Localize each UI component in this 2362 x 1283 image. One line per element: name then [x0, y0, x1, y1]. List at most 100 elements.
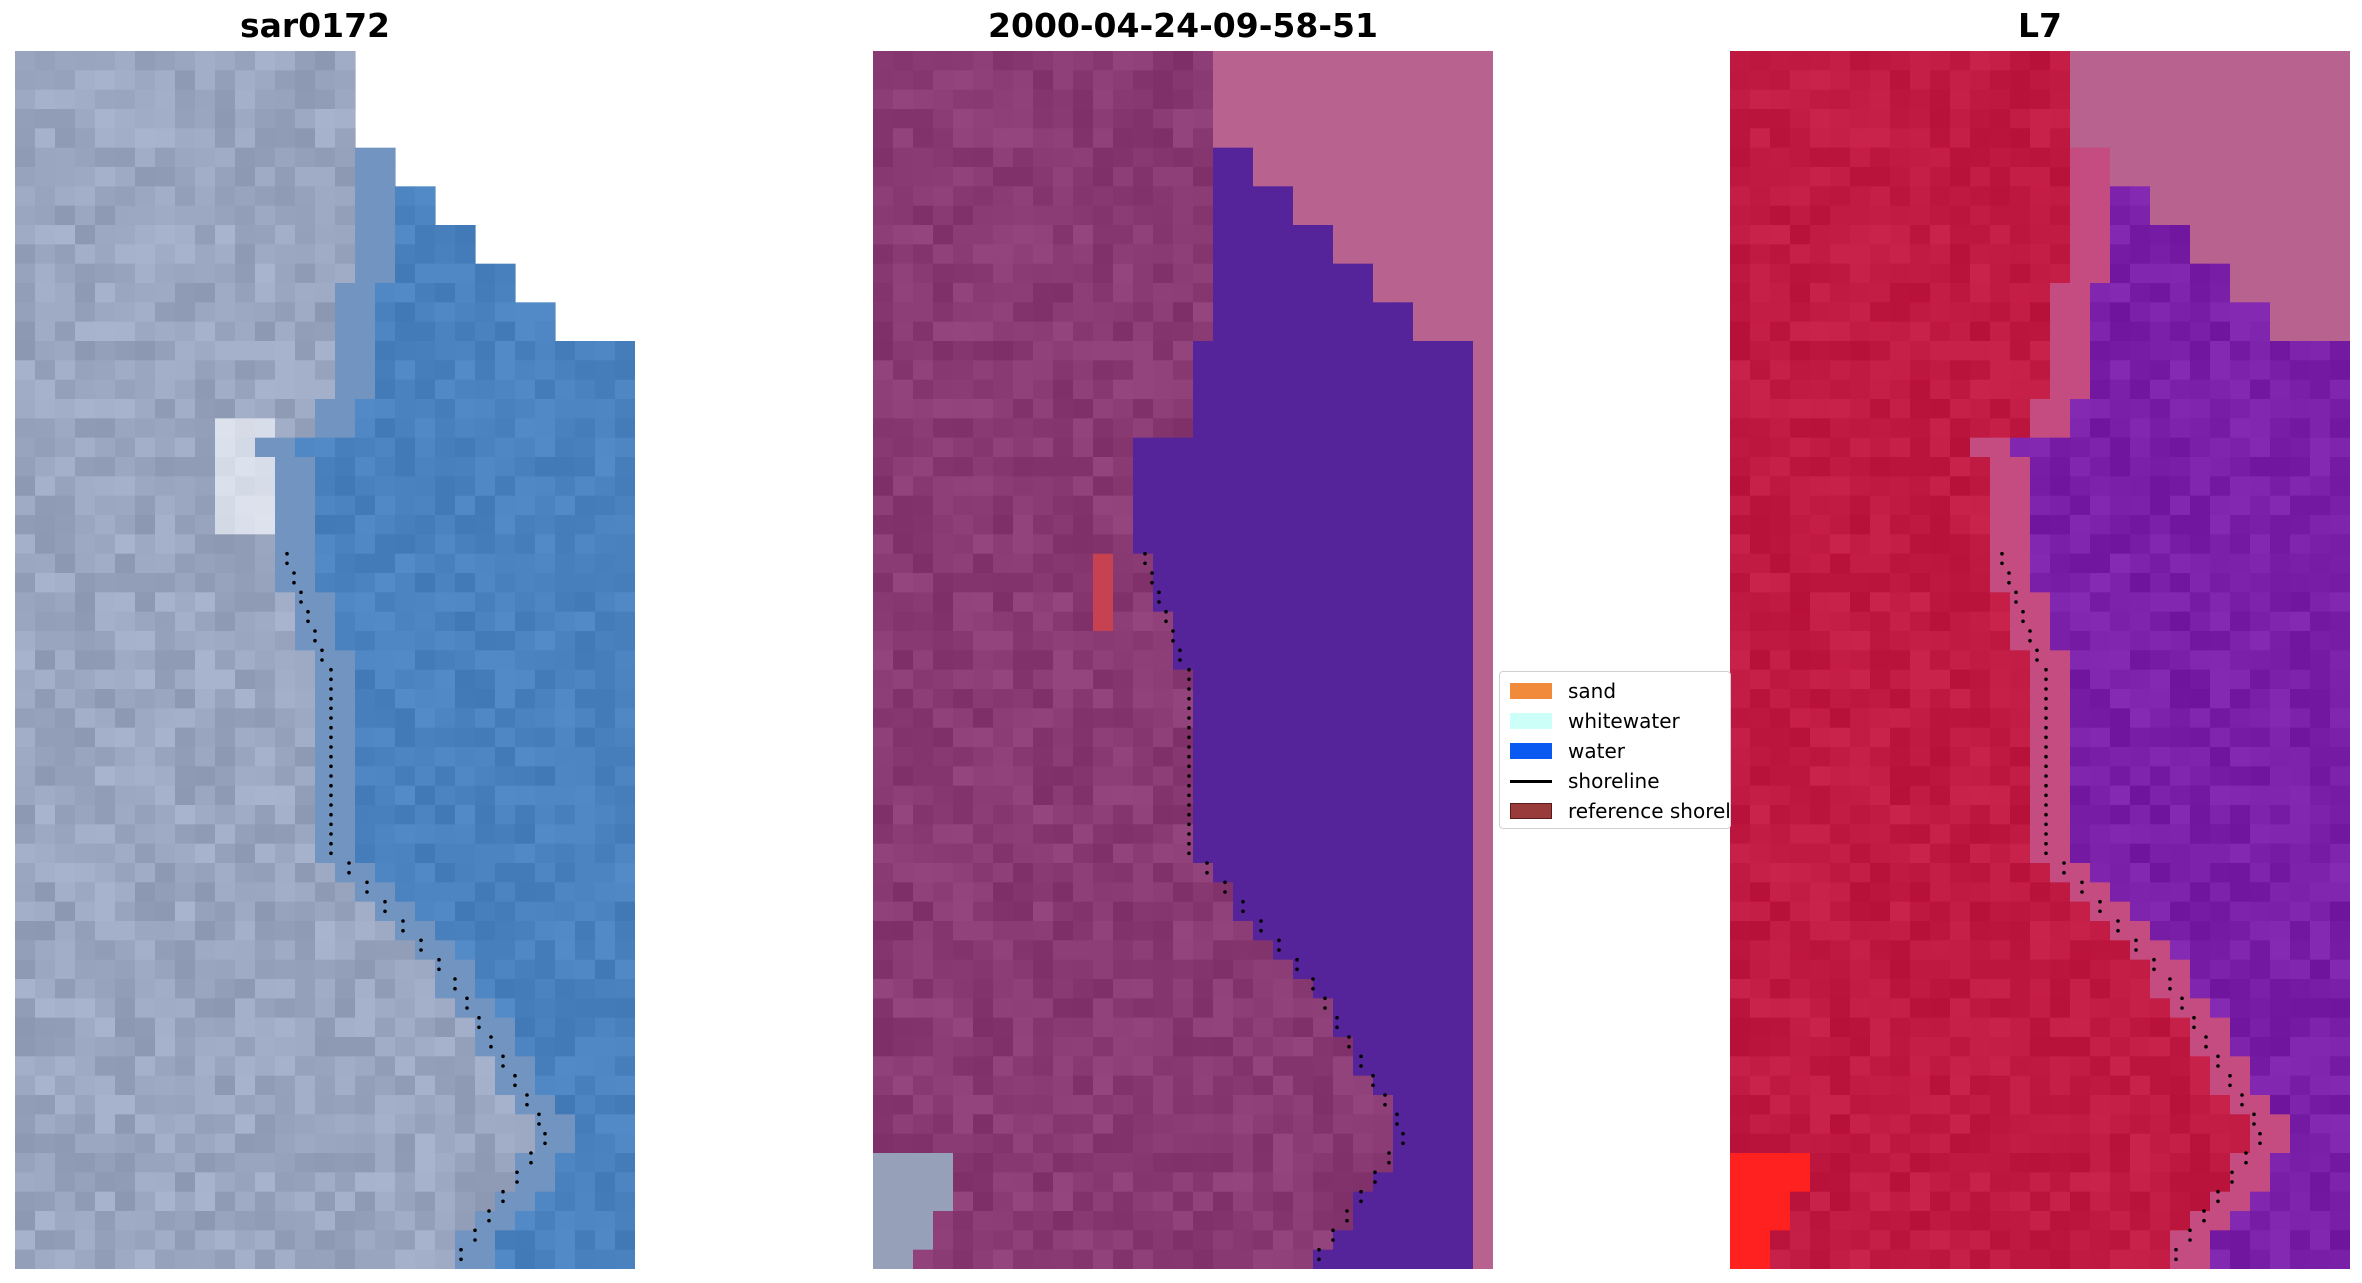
pixel-cell	[75, 89, 96, 110]
pixel-cell	[1373, 863, 1394, 883]
pixel-cell	[1830, 167, 1851, 187]
pixel-cell	[335, 147, 356, 168]
pixel-cell	[275, 979, 296, 999]
pixel-cell	[1133, 418, 1154, 439]
pixel-cell	[1930, 302, 1951, 323]
pixel-cell	[1253, 1037, 1274, 1057]
pixel-cell	[235, 1037, 256, 1057]
pixel-cell	[2270, 399, 2291, 419]
pixel-cell	[1373, 611, 1394, 632]
pixel-cell	[1790, 476, 1811, 497]
pixel-cell	[2150, 457, 2171, 477]
pixel-cell	[1053, 998, 1074, 1019]
pixel-cell	[1333, 805, 1354, 825]
pixel-cell	[1950, 147, 1971, 168]
pixel-cell	[1173, 747, 1194, 767]
pixel-cell	[933, 669, 954, 690]
pixel-cell	[255, 979, 276, 999]
pixel-cell	[873, 457, 894, 477]
pixel-cell	[1353, 321, 1374, 342]
pixel-cell	[933, 263, 954, 284]
pixel-cell	[75, 495, 96, 516]
pixel-cell	[415, 766, 436, 787]
pixel-cell	[115, 70, 136, 91]
pixel-cell	[295, 1211, 316, 1231]
pixel-cell	[415, 553, 436, 574]
pixel-cell	[1393, 1114, 1414, 1135]
pixel-cell	[953, 128, 974, 149]
pixel-cell	[1213, 1114, 1234, 1135]
pixel-cell	[455, 283, 476, 303]
pixel-cell	[1173, 766, 1194, 787]
pixel-cell	[1870, 515, 1891, 535]
pixel-cell	[1333, 631, 1354, 651]
pixel-cell	[2070, 650, 2091, 671]
pixel-cell	[1750, 205, 1771, 226]
shoreline-point	[1371, 1073, 1375, 1078]
pixel-cell	[893, 167, 914, 187]
pixel-cell	[155, 650, 176, 671]
pixel-cell	[1293, 321, 1314, 342]
pixel-cell	[1990, 360, 2011, 381]
pixel-cell	[1113, 534, 1134, 555]
pixel-cell	[275, 1230, 296, 1251]
pixel-cell	[1293, 940, 1314, 961]
pixel-cell	[215, 1249, 236, 1269]
pixel-cell	[335, 940, 356, 961]
pixel-cell	[1473, 109, 1493, 129]
pixel-cell	[415, 437, 436, 458]
pixel-cell	[933, 167, 954, 187]
pixel-cell	[295, 766, 316, 787]
pixel-cell	[1093, 1191, 1114, 1212]
pixel-cell	[255, 785, 276, 806]
pixel-cell	[1053, 573, 1074, 593]
pixel-cell	[2110, 263, 2131, 284]
pixel-cell	[1393, 418, 1414, 439]
pixel-cell	[1053, 689, 1074, 709]
pixel-cell	[1750, 147, 1771, 168]
pixel-cell	[2010, 205, 2031, 226]
pixel-cell	[2250, 302, 2271, 323]
pixel-cell	[255, 1017, 276, 1038]
pixel-cell	[1073, 689, 1094, 709]
pixel-cell	[115, 495, 136, 516]
pixel-cell	[495, 611, 516, 632]
pixel-cell	[55, 205, 76, 226]
pixel-cell	[1233, 1114, 1254, 1135]
pixel-cell	[1053, 1056, 1074, 1077]
pixel-cell	[1253, 167, 1274, 187]
pixel-cell	[1173, 379, 1194, 400]
pixel-cell	[255, 824, 276, 845]
pixel-cell	[235, 1133, 256, 1154]
pixel-cell	[1213, 843, 1234, 864]
pixel-cell	[515, 882, 536, 903]
pixel-cell	[475, 457, 496, 477]
pixel-cell	[973, 89, 994, 110]
pixel-cell	[893, 1095, 914, 1115]
pixel-cell	[295, 109, 316, 129]
pixel-cell	[1213, 824, 1234, 845]
shoreline-point	[1187, 764, 1191, 769]
pixel-cell	[455, 669, 476, 690]
pixel-cell	[175, 747, 196, 767]
pixel-cell	[1053, 437, 1074, 458]
pixel-cell	[1313, 611, 1334, 632]
pixel-cell	[135, 244, 156, 265]
pixel-cell	[215, 418, 236, 439]
pixel-cell	[2030, 669, 2051, 690]
pixel-cell	[15, 263, 36, 284]
pixel-cell	[555, 882, 576, 903]
pixel-cell	[1153, 747, 1174, 767]
pixel-cell	[2190, 457, 2211, 477]
pixel-cell	[933, 1191, 954, 1212]
pixel-cell	[475, 321, 496, 342]
shoreline-point	[419, 938, 423, 943]
pixel-cell	[1173, 689, 1194, 709]
pixel-cell	[1273, 379, 1294, 400]
pixel-cell	[2150, 147, 2171, 168]
pixel-cell	[295, 89, 316, 110]
pixel-cell	[275, 302, 296, 323]
pixel-cell	[415, 244, 436, 265]
pixel-cell	[615, 1037, 635, 1057]
pixel-cell	[1333, 1056, 1354, 1077]
